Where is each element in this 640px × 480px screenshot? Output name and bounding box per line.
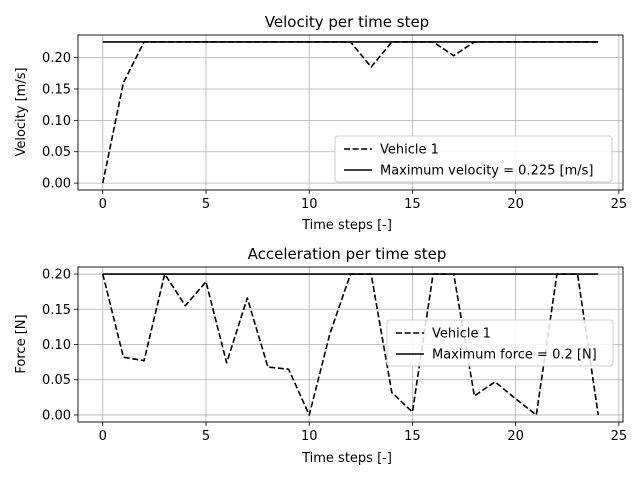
- velocity-series: [101, 41, 599, 184]
- acceleration-legend-label-0: Vehicle 1: [432, 327, 491, 342]
- velocity-legend-label-0: Vehicle 1: [380, 143, 439, 158]
- acceleration-subplot: Acceleration per time step 0 5 10 15 20 25 0.0…: [14, 245, 627, 466]
- acceleration-xtick-label-3: 15: [404, 429, 421, 444]
- acceleration-ytick-label-4: 0.20: [42, 268, 71, 283]
- acceleration-ytick-label-2: 0.10: [42, 338, 71, 353]
- velocity-xtick-label-2: 10: [301, 197, 318, 212]
- acceleration-ytick-label-3: 0.15: [42, 303, 71, 318]
- acceleration-xlabel: Time steps [-]: [301, 451, 392, 466]
- acceleration-legend-box: [386, 319, 614, 367]
- acceleration-xtick-label-2: 10: [301, 429, 318, 444]
- velocity-xtick-label-4: 20: [507, 197, 524, 212]
- velocity-frame-rect: [77, 34, 624, 191]
- velocity-xlabel: Time steps [-]: [301, 218, 392, 233]
- velocity-ytick-label-2: 0.10: [42, 114, 71, 129]
- acceleration-xtick-label-1: 5: [202, 429, 210, 444]
- acceleration-series: [101, 273, 600, 416]
- velocity-legend: Vehicle 1 Maximum velocity = 0.225 [m/s]: [334, 135, 613, 183]
- velocity-ytick-label-4: 0.20: [42, 51, 71, 66]
- acceleration-ytick-label-0: 0.00: [42, 408, 71, 423]
- acceleration-ytick-label-1: 0.05: [42, 373, 71, 388]
- velocity-axes-frame: [77, 34, 624, 191]
- velocity-xtick-label-0: 0: [99, 197, 107, 212]
- velocity-ytick-label-1: 0.05: [42, 145, 71, 160]
- acceleration-xtick-label-4: 20: [507, 429, 524, 444]
- acceleration-ticks: 0 5 10 15 20 25 0.00 0.05 0.10 0.15 0.20: [42, 268, 627, 444]
- velocity-ylabel: Velocity [m/s]: [14, 67, 29, 156]
- acceleration-legend-label-1: Maximum force = 0.2 [N]: [432, 348, 597, 363]
- acceleration-ylabel: Force [N]: [14, 314, 29, 373]
- acceleration-xtick-label-0: 0: [99, 429, 107, 444]
- velocity-subplot: Velocity per time step 0 5 10 15 20 25 0.00 0.0…: [14, 13, 627, 233]
- velocity-ticks: 0 5 10 15 20 25 0.00 0.05 0.10 0.15 0.20: [42, 51, 627, 212]
- acceleration-xtick-label-5: 25: [611, 429, 628, 444]
- velocity-legend-box: [334, 135, 613, 183]
- velocity-xtick-label-5: 25: [611, 197, 628, 212]
- velocity-ytick-label-0: 0.00: [42, 177, 71, 192]
- velocity-legend-label-1: Maximum velocity = 0.225 [m/s]: [380, 164, 593, 179]
- acceleration-title: Acceleration per time step: [248, 245, 447, 263]
- velocity-title: Velocity per time step: [265, 13, 429, 31]
- acceleration-legend: Vehicle 1 Maximum force = 0.2 [N]: [386, 319, 614, 367]
- velocity-xtick-label-3: 15: [404, 197, 421, 212]
- velocity-xtick-label-1: 5: [202, 197, 210, 212]
- velocity-ytick-label-3: 0.15: [42, 82, 71, 97]
